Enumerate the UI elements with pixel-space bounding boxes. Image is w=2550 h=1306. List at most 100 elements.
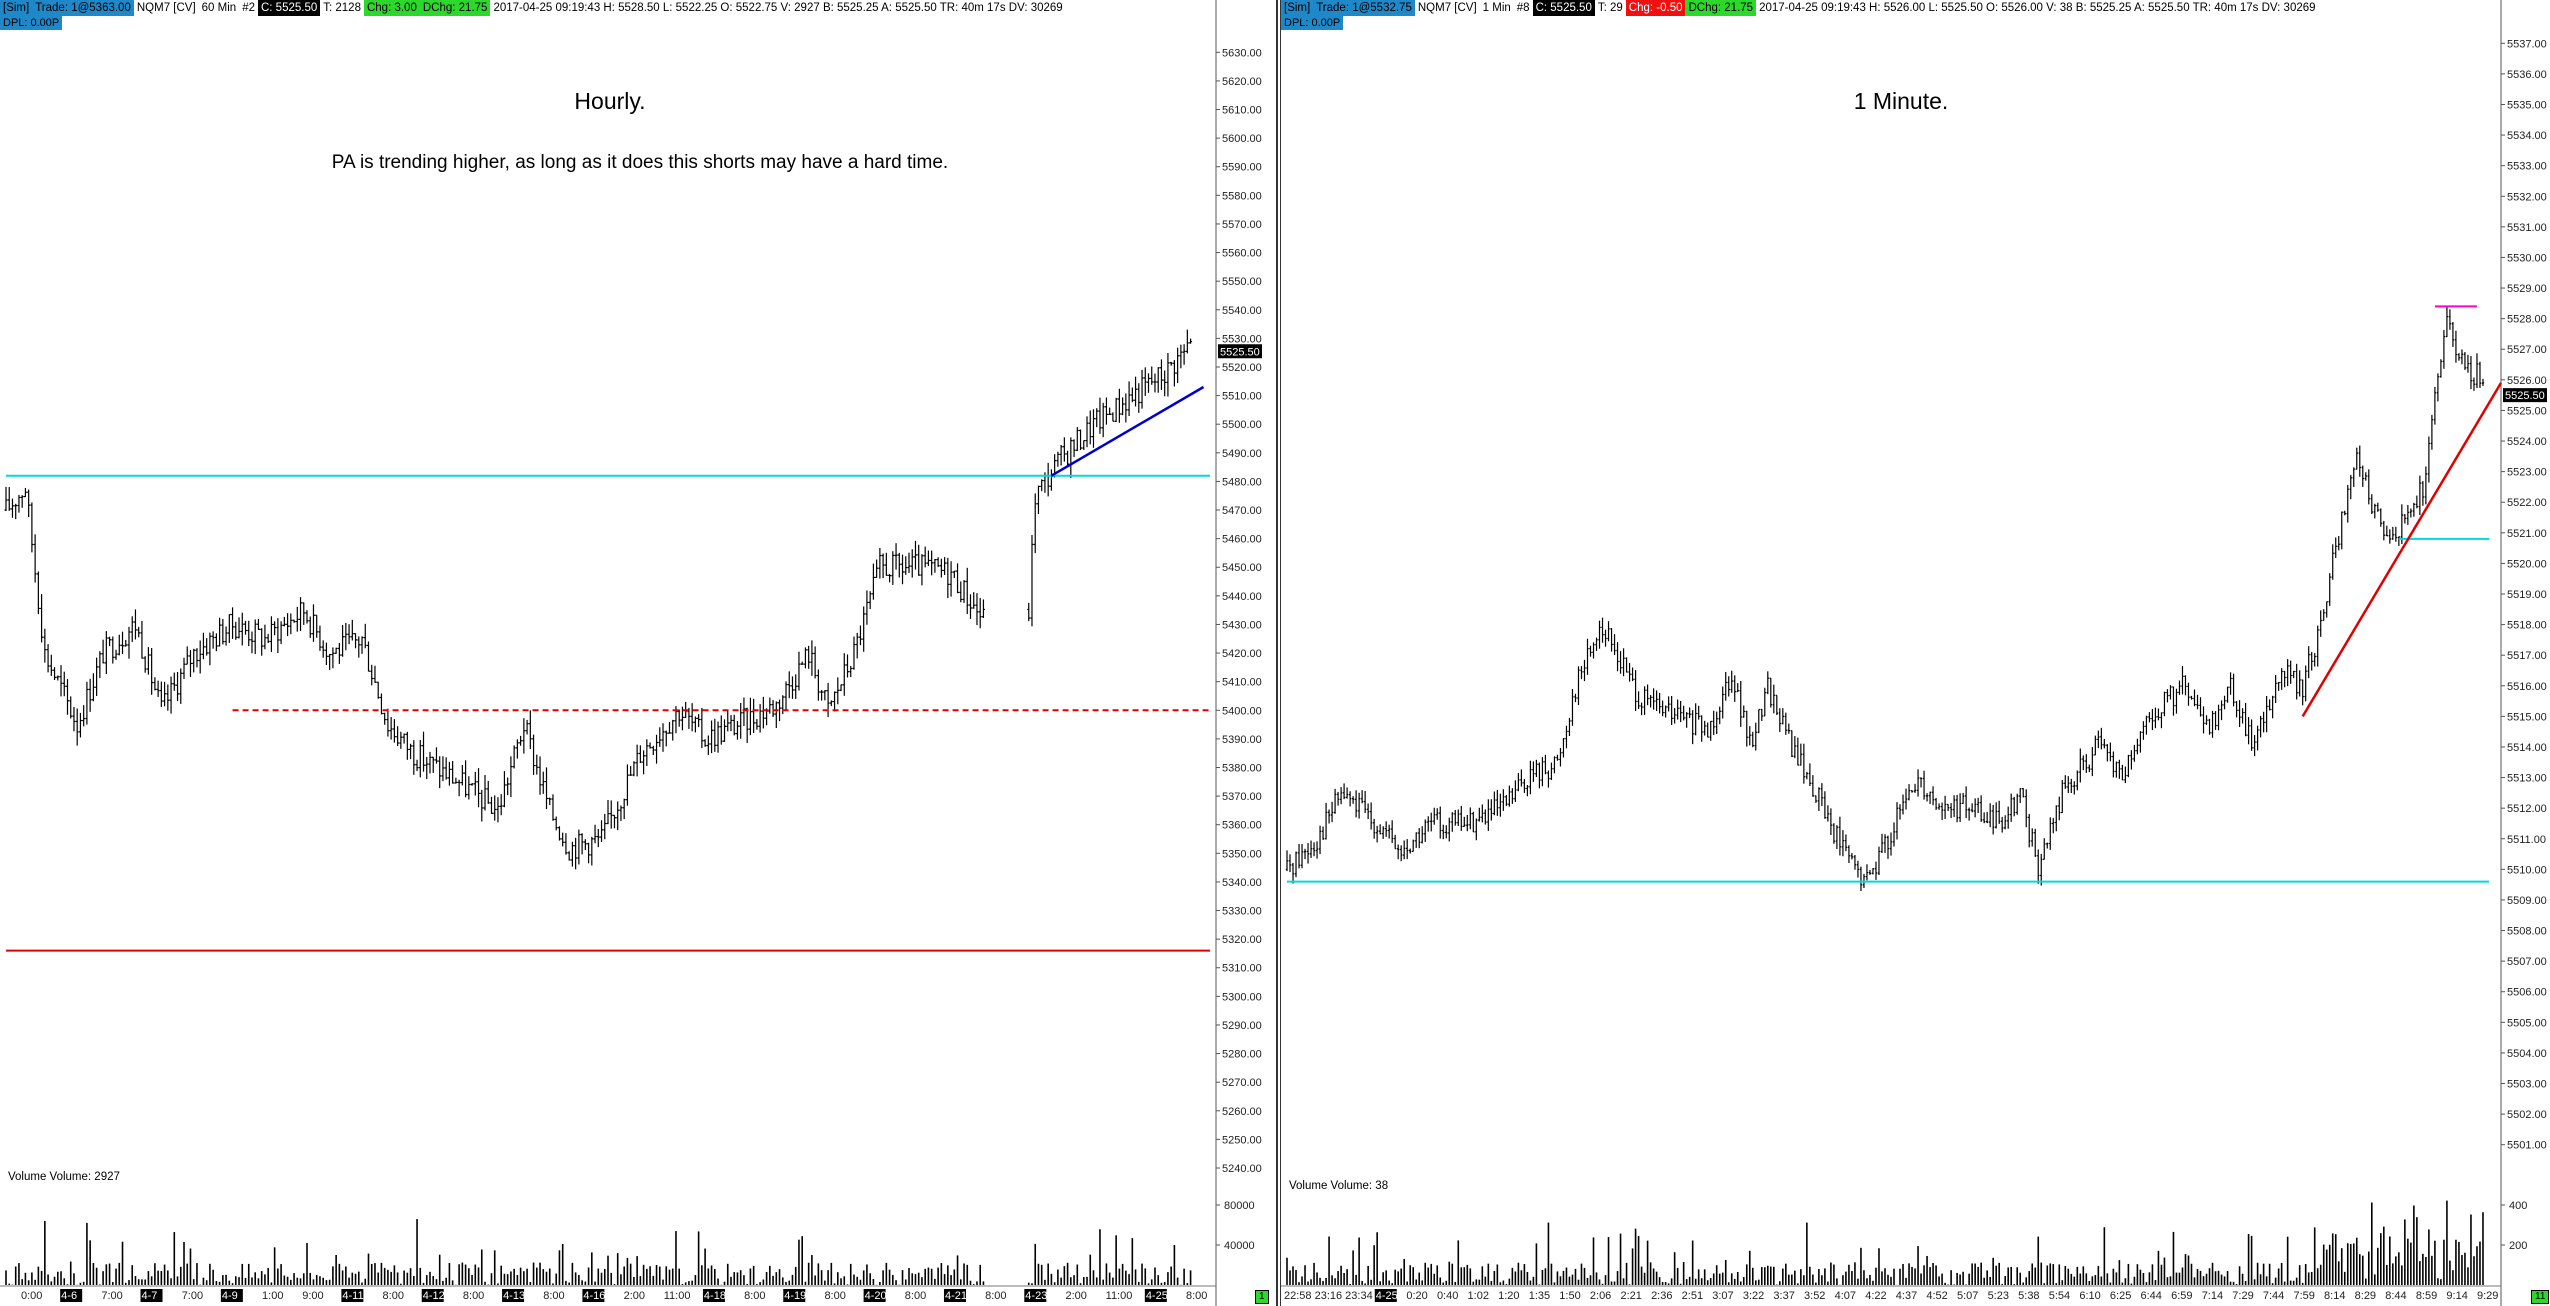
- x-tick-label: 4-16: [583, 1290, 605, 1302]
- price-bar: [2298, 670, 2301, 697]
- price-bar: [2100, 727, 2103, 750]
- price-bar: [697, 714, 701, 728]
- sim-badge: [Sim]: [0, 0, 33, 16]
- x-tick-label: 4-12: [423, 1290, 445, 1302]
- price-bar: [522, 718, 526, 754]
- price-bar: [1673, 708, 1676, 724]
- price-bar: [580, 833, 584, 855]
- y-tick-label: 5300.00: [1222, 991, 1262, 1003]
- price-bar: [748, 697, 752, 736]
- price-bar: [1526, 785, 1529, 797]
- price-bar: [1309, 840, 1313, 858]
- ohlc-bars: [4, 329, 1193, 870]
- price-bar: [629, 766, 633, 776]
- y-tick-label: 5280.00: [1222, 1049, 1262, 1061]
- price-bar: [1484, 809, 1487, 825]
- price-bar: [910, 549, 914, 578]
- price-bar: [447, 761, 451, 786]
- price-bar: [1853, 854, 1857, 870]
- price-bar: [1288, 854, 1292, 872]
- price-bar: [1514, 780, 1517, 802]
- price-bar: [1030, 534, 1034, 627]
- price-bar: [1315, 841, 1319, 859]
- price-bar: [480, 789, 484, 822]
- price-bar: [1363, 791, 1367, 814]
- price-bar: [2328, 573, 2331, 606]
- price-bar: [1640, 702, 1643, 716]
- price-bar: [545, 767, 549, 810]
- price-bar: [370, 664, 374, 686]
- price-bar: [622, 798, 626, 820]
- price-bar: [1865, 864, 1869, 881]
- price-bar: [2232, 673, 2235, 707]
- y-tick-label: 5535.00: [2507, 99, 2547, 111]
- price-bar: [2034, 828, 2037, 857]
- price-bar: [1451, 812, 1454, 832]
- price-bar: [1832, 823, 1836, 844]
- symbol-label: NQM7 [CV]: [1417, 2, 1477, 14]
- x-tick-label: 4:37: [1896, 1290, 1917, 1302]
- x-tick-label: 8:00: [1186, 1290, 1207, 1302]
- stats-label: 2017-04-25 09:19:43 H: 5528.50 L: 5522.2…: [493, 2, 1063, 14]
- price-bar: [1859, 866, 1863, 892]
- price-bar: [2436, 373, 2440, 402]
- price-bar: [1140, 369, 1144, 409]
- price-bar: [1904, 788, 1908, 810]
- price-bar: [1469, 807, 1472, 830]
- y-tick-label: 5522.00: [2507, 497, 2547, 509]
- x-tick-label: 6:10: [2079, 1290, 2100, 1302]
- price-bar: [2238, 700, 2241, 728]
- price-bar: [943, 557, 947, 575]
- x-tick-label: 5:54: [2049, 1290, 2070, 1302]
- price-bar: [2469, 356, 2473, 390]
- price-bar: [1294, 851, 1298, 878]
- x-tick-label: 1:50: [1559, 1290, 1580, 1302]
- minute-price-chart[interactable]: 5537.00 5536.00 5535.00 5534.00 5533.00 5532.…: [1281, 0, 2550, 1306]
- price-bar: [1835, 825, 1839, 850]
- price-bar: [2145, 715, 2148, 735]
- price-bar: [2457, 353, 2461, 361]
- x-tick-label: 2:36: [1651, 1290, 1672, 1302]
- price-bar: [1327, 809, 1331, 824]
- day-change-badge: DChg: 21.75: [419, 0, 491, 16]
- price-bar: [2016, 793, 2019, 815]
- price-bar: [402, 733, 406, 744]
- price-bar: [1928, 791, 1932, 805]
- price-bar: [512, 745, 516, 769]
- price-bar: [95, 657, 99, 696]
- price-bar: [1817, 787, 1821, 811]
- price-bar: [1143, 367, 1147, 396]
- y-tick-label: 5518.00: [2507, 620, 2547, 632]
- price-bar: [201, 632, 205, 660]
- price-bar: [901, 554, 905, 585]
- price-bar: [1433, 807, 1436, 825]
- price-bar: [53, 667, 57, 681]
- corner-badge: 11: [2531, 1290, 2550, 1304]
- price-bar: [357, 636, 361, 658]
- price-bar: [140, 620, 144, 659]
- hourly-price-chart[interactable]: 5630.00 5620.00 5610.00 5600.00 5590.00 5580.…: [0, 0, 1276, 1306]
- x-tick-label: 3:52: [1804, 1290, 1825, 1302]
- minute-chart-panel: [Sim] Trade: 1@5532.75 NQM7 [CV] 1 Min #…: [1280, 0, 2550, 1306]
- x-tick-label: 0:20: [1406, 1290, 1427, 1302]
- price-bar: [1727, 676, 1730, 697]
- price-bar: [894, 543, 898, 570]
- price-bar: [211, 631, 215, 649]
- price-bar: [949, 561, 953, 597]
- price-bar: [2367, 469, 2370, 505]
- price-bar: [2292, 670, 2295, 679]
- price-bar: [195, 648, 199, 668]
- price-bar: [496, 797, 500, 823]
- price-bar: [981, 599, 985, 619]
- price-bar: [2022, 788, 2025, 798]
- price-bar: [829, 700, 833, 707]
- price-bar: [1619, 651, 1622, 674]
- x-tick-label: 23:34: [1345, 1290, 1373, 1302]
- price-bar: [965, 567, 969, 615]
- x-tick-label: 8:00: [905, 1290, 926, 1302]
- price-bar: [269, 616, 273, 653]
- price-bar: [1409, 848, 1412, 854]
- price-bar: [2439, 359, 2443, 378]
- price-bar: [2009, 793, 2013, 822]
- dpl-badge: DPL: 0.00P: [1281, 16, 1344, 30]
